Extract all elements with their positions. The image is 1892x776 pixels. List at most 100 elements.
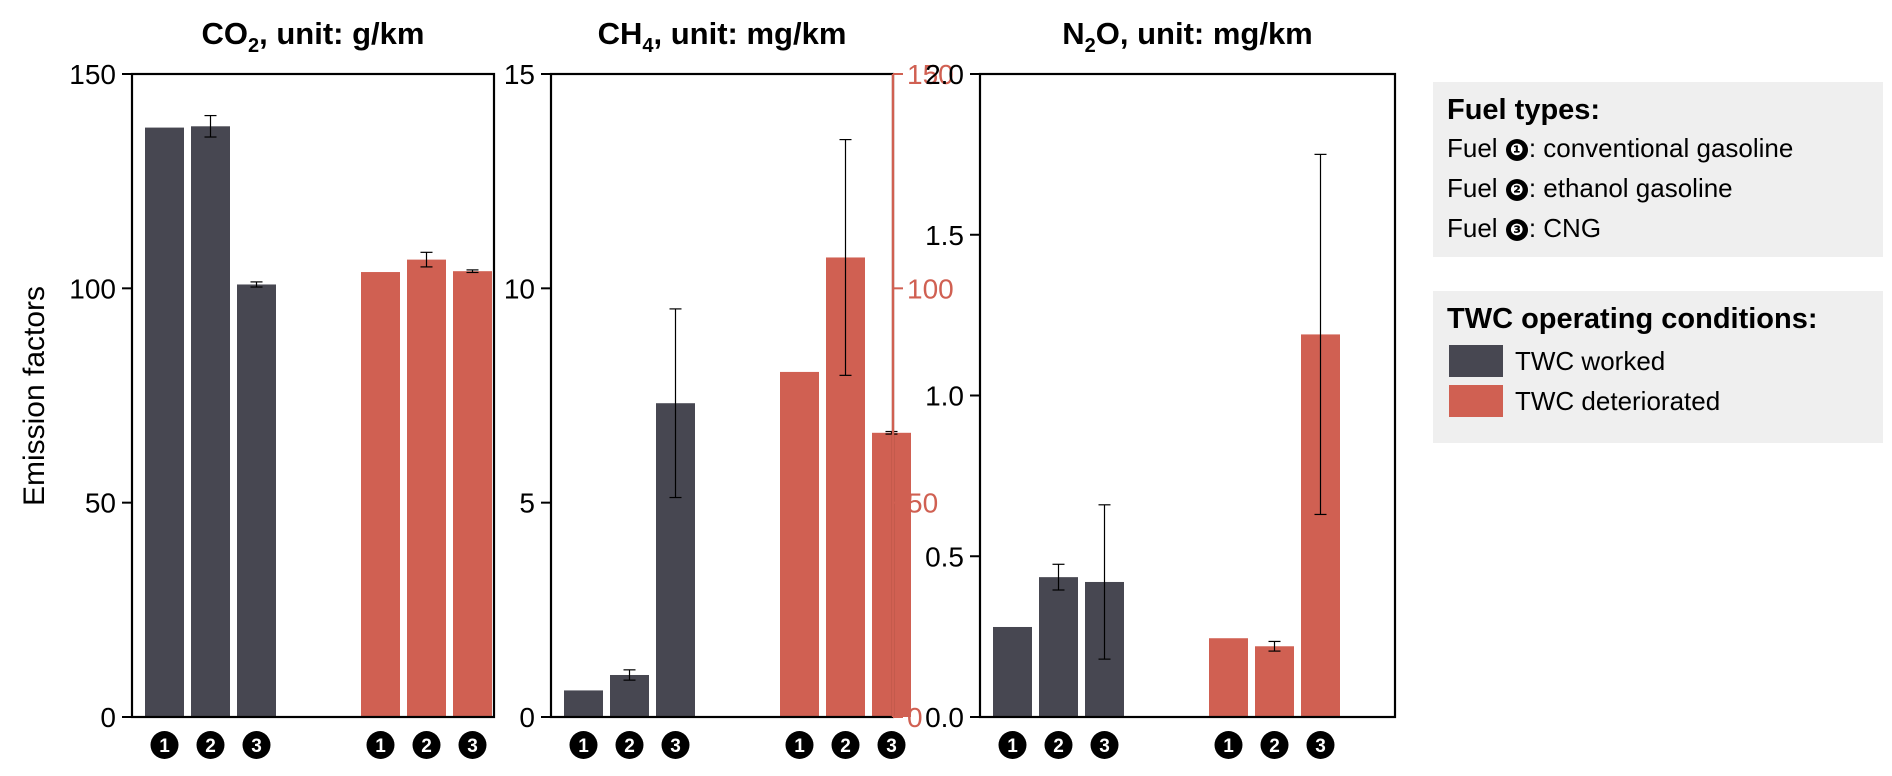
fuel-marker-label: 3: [1315, 736, 1326, 757]
fuel-marker-label: 1: [578, 736, 589, 757]
fuel-marker-circle: [196, 731, 225, 759]
right-y-tick-label: 100: [907, 273, 954, 304]
y-tick-label: 1.5: [925, 220, 964, 251]
legend-label-worked: TWC worked: [1515, 346, 1666, 376]
bar-deteriorated-fuel-1: [361, 272, 400, 717]
fuel-marker-label: 3: [251, 736, 262, 757]
legend-fuel-prefix: Fuel: [1447, 213, 1505, 243]
y-axis-label: Emission factors: [18, 286, 51, 506]
legend-swatch-worked: [1449, 345, 1503, 378]
fuel-marker-label: 1: [794, 736, 805, 757]
y-tick-label: 2.0: [925, 59, 964, 90]
fuel-marker-label: 3: [670, 736, 681, 757]
y-tick-label: 0: [519, 702, 535, 733]
fuel-marker-label: 2: [1053, 736, 1064, 757]
fuel-marker-circle: [366, 731, 395, 759]
fuel-marker-circle: [1214, 731, 1243, 759]
title-rest: , unit: g/km: [259, 16, 424, 51]
fuel-marker-circle: [150, 731, 179, 759]
panel-title: N2O, unit: mg/km: [1062, 16, 1313, 57]
y-tick-label: 1.0: [925, 381, 964, 412]
fuel-marker-circle: [1044, 731, 1073, 759]
fuel-marker-circle: [569, 731, 598, 759]
legend-twc-item-deteriorated: TWC deteriorated: [1447, 381, 1869, 421]
bar-worked-fuel-2: [610, 674, 649, 717]
bar-deteriorated-fuel-1: [780, 371, 819, 717]
y-tick-label: 10: [504, 273, 535, 304]
title-main: CO: [202, 16, 249, 51]
fuel-marker-label: 2: [840, 736, 851, 757]
fuel-marker-label: 1: [375, 736, 386, 757]
fuel-marker-label: 3: [1099, 736, 1110, 757]
legend-swatch-deteriorated: [1449, 385, 1503, 418]
bar-deteriorated-fuel-2: [407, 259, 446, 717]
right-y-tick-label: 0: [907, 702, 923, 733]
fuel-marker-circle: [998, 731, 1027, 759]
legend-fuel-item-1: Fuel ❶: conventional gasoline: [1447, 128, 1869, 168]
title-rest: O, unit: mg/km: [1096, 16, 1313, 51]
fuel-marker-label: 2: [205, 736, 216, 757]
fuel-marker-circle: [1260, 731, 1289, 759]
right-y-tick-label: 150: [907, 59, 954, 90]
bar-worked-fuel-1: [145, 127, 184, 718]
title-rest: , unit: mg/km: [654, 16, 847, 51]
title-subscript: 2: [248, 35, 259, 57]
fuel-marker-circle: [1306, 731, 1335, 759]
legend-fuel-text: : CNG: [1528, 213, 1602, 243]
y-tick-label: 15: [504, 59, 535, 90]
legend-fuel-text: : ethanol gasoline: [1528, 173, 1733, 203]
fuel-marker-label: 3: [886, 736, 897, 757]
fuel-marker-circle: [1090, 731, 1119, 759]
legend-twc-item-worked: TWC worked: [1447, 341, 1869, 381]
fuel-1-marker: ❶: [1505, 139, 1528, 161]
fuel-marker-circle: [615, 731, 644, 759]
fuel-marker-circle: [458, 731, 487, 759]
title-main: N: [1062, 16, 1084, 51]
title-main: CH: [598, 16, 643, 51]
y-tick-label: 100: [69, 273, 116, 304]
fuel-marker-label: 1: [1007, 736, 1018, 757]
legend-fuel-title: Fuel types:: [1447, 94, 1601, 126]
fuel-marker-circle: [785, 731, 814, 759]
panel-title: CH4, unit: mg/km: [598, 16, 847, 57]
fuel-marker-label: 1: [159, 736, 170, 757]
fuel-marker-label: 2: [421, 736, 432, 757]
legend-twc-title: TWC operating conditions:: [1447, 303, 1818, 335]
bar-worked-fuel-3: [237, 284, 276, 717]
panel-3: N2O, unit: mg/km1 2 3 1 2 30.00.51.01.52.0: [925, 16, 1397, 759]
fuel-marker-circle: [412, 731, 441, 759]
y-tick-label: 0.5: [925, 541, 964, 572]
bar-deteriorated-fuel-1: [1209, 638, 1248, 717]
legend-fuel-types: Fuel types: Fuel ❶: conventional gasolin…: [1433, 82, 1883, 257]
fuel-2-marker: ❷: [1505, 179, 1528, 201]
fuel-marker-circle: [831, 731, 860, 759]
legend-fuel-prefix: Fuel: [1447, 133, 1505, 163]
legend-twc-conditions: TWC operating conditions: TWC worked TWC…: [1433, 291, 1883, 443]
fuel-marker-circle: [242, 731, 271, 759]
y-tick-label: 0: [100, 702, 116, 733]
y-tick-label: 50: [85, 488, 116, 519]
bar-worked-fuel-1: [564, 690, 603, 717]
legend-fuel-item-3: Fuel ❸: CNG: [1447, 208, 1869, 248]
fuel-marker-label: 1: [1223, 736, 1234, 757]
fuel-3-marker: ❸: [1505, 219, 1528, 241]
bar-worked-fuel-2: [191, 126, 230, 717]
title-subscript: 4: [642, 35, 654, 57]
y-tick-label: 0.0: [925, 702, 964, 733]
fuel-marker-circle: [877, 731, 906, 759]
fuel-marker-circle: [661, 731, 690, 759]
fuel-marker-label: 2: [624, 736, 635, 757]
fuel-marker-label: 2: [1269, 736, 1280, 757]
bar-worked-fuel-2: [1039, 577, 1078, 717]
bar-deteriorated-fuel-3: [453, 271, 492, 717]
legend-fuel-text: : conventional gasoline: [1528, 133, 1794, 163]
bar-worked-fuel-1: [993, 626, 1032, 717]
legend-label-deteriorated: TWC deteriorated: [1515, 386, 1721, 416]
title-subscript: 2: [1085, 35, 1096, 57]
bar-deteriorated-fuel-3: [872, 432, 911, 717]
right-y-tick-label: 50: [907, 488, 938, 519]
legend-fuel-prefix: Fuel: [1447, 173, 1505, 203]
